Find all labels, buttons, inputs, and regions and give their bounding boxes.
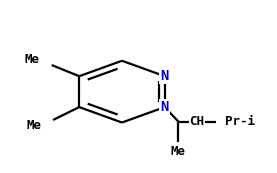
- Text: Me: Me: [25, 53, 40, 66]
- Text: N: N: [160, 69, 169, 83]
- Text: CH: CH: [189, 115, 204, 128]
- Text: Pr-i: Pr-i: [225, 115, 255, 128]
- Text: Me: Me: [171, 145, 186, 158]
- Text: Me: Me: [26, 119, 41, 132]
- Text: N: N: [160, 100, 169, 114]
